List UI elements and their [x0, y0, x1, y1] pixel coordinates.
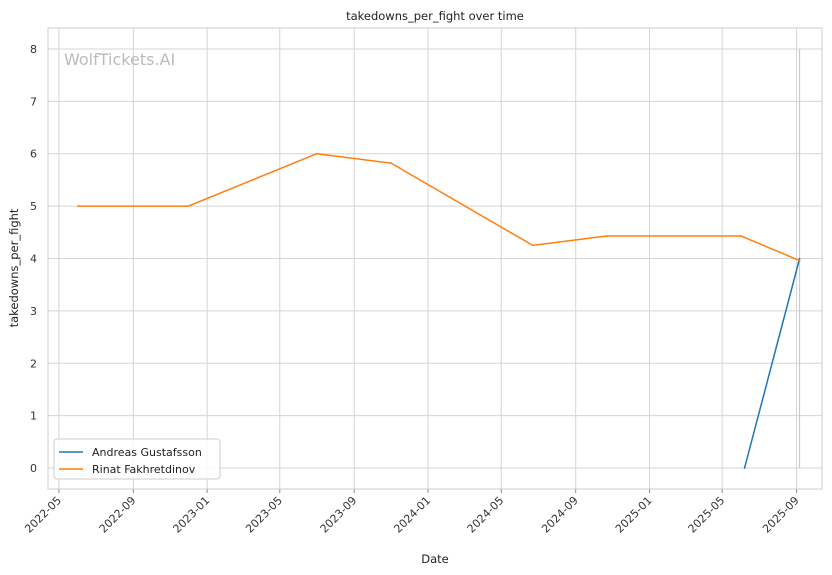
- y-tick-label: 2: [30, 357, 37, 370]
- y-tick-label: 8: [30, 43, 37, 56]
- x-tick-label: 2024-05: [465, 494, 507, 536]
- y-axis-title: takedowns_per_fight: [7, 208, 21, 327]
- chart-title: takedowns_per_fight over time: [346, 9, 524, 23]
- data-point: [743, 467, 746, 469]
- x-tick-label: 2022-05: [22, 494, 64, 536]
- x-axis-title: Date: [421, 552, 449, 566]
- y-tick-label: 0: [30, 462, 37, 475]
- x-tick-label: 2025-09: [760, 494, 802, 536]
- x-tick-label: 2023-05: [243, 494, 285, 536]
- x-tick-label: 2023-09: [318, 494, 360, 536]
- plot-frame: [47, 27, 823, 490]
- y-tick-label: 6: [30, 148, 37, 161]
- y-tick-label: 7: [30, 95, 37, 108]
- y-tick-label: 5: [30, 200, 37, 213]
- data-point: [531, 244, 534, 247]
- data-point: [390, 162, 392, 164]
- data-point: [798, 259, 801, 262]
- legend-label: Andreas Gustafsson: [92, 446, 202, 459]
- x-tick-label: 2025-01: [613, 494, 655, 536]
- data-point: [187, 205, 190, 207]
- watermark: WolfTickets.AI: [64, 50, 175, 69]
- data-point: [315, 152, 318, 155]
- data-point: [740, 235, 742, 237]
- legend-box: [53, 438, 221, 480]
- x-tick-label: 2024-01: [391, 494, 433, 536]
- data-point: [76, 205, 79, 207]
- grid: [48, 28, 822, 493]
- series-line-2: [77, 152, 800, 262]
- x-tick-label: 2024-09: [539, 494, 581, 536]
- x-tick-label: 2023-01: [171, 494, 213, 536]
- x-tick-label: 2025-05: [686, 494, 728, 536]
- data-point: [605, 235, 608, 237]
- y-tick-label: 4: [30, 253, 37, 266]
- data-point: [798, 257, 801, 260]
- y-tick-label: 3: [30, 305, 37, 318]
- legend: Andreas Gustafsson Rinat Fakhretdinov: [53, 438, 221, 480]
- x-tick-label: 2022-09: [97, 494, 139, 536]
- series-line-1: [743, 258, 801, 469]
- y-tick-label: 1: [30, 410, 37, 423]
- legend-label: Rinat Fakhretdinov: [92, 463, 196, 476]
